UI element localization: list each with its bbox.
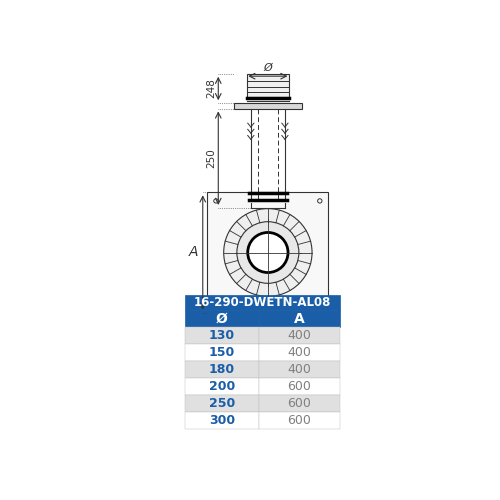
Text: 130: 130 — [208, 329, 235, 342]
Text: 250: 250 — [206, 148, 216, 168]
Bar — [185, 361, 258, 378]
Text: 150: 150 — [208, 346, 235, 359]
Bar — [185, 412, 258, 429]
Bar — [258, 378, 340, 395]
Bar — [247, 74, 289, 97]
Bar — [185, 344, 258, 361]
Text: 248: 248 — [206, 78, 216, 98]
Bar — [258, 327, 340, 344]
Text: 400: 400 — [288, 329, 311, 342]
Bar — [258, 412, 340, 429]
Bar — [185, 295, 340, 310]
Circle shape — [224, 208, 312, 296]
Text: 600: 600 — [288, 380, 311, 393]
Text: 200: 200 — [208, 380, 235, 393]
Text: A: A — [188, 246, 198, 260]
Text: 300: 300 — [208, 414, 235, 427]
Text: Ø: Ø — [216, 312, 228, 326]
Text: 600: 600 — [288, 414, 311, 427]
Circle shape — [248, 232, 288, 272]
Bar — [185, 327, 258, 344]
Text: A: A — [294, 312, 304, 326]
Text: 400: 400 — [288, 363, 311, 376]
Bar — [258, 395, 340, 412]
Text: 600: 600 — [288, 397, 311, 410]
Bar — [185, 310, 258, 327]
Text: Ø: Ø — [264, 63, 272, 73]
Text: 400: 400 — [288, 346, 311, 359]
Bar — [258, 310, 340, 327]
Text: 180: 180 — [208, 363, 235, 376]
Bar — [234, 103, 302, 108]
Bar — [185, 378, 258, 395]
Bar — [185, 395, 258, 412]
Text: 250: 250 — [208, 397, 235, 410]
Bar — [208, 192, 328, 312]
Text: 16-290-DWETN-AL08: 16-290-DWETN-AL08 — [194, 296, 331, 309]
Circle shape — [237, 222, 299, 284]
Bar — [258, 344, 340, 361]
Bar — [258, 361, 340, 378]
